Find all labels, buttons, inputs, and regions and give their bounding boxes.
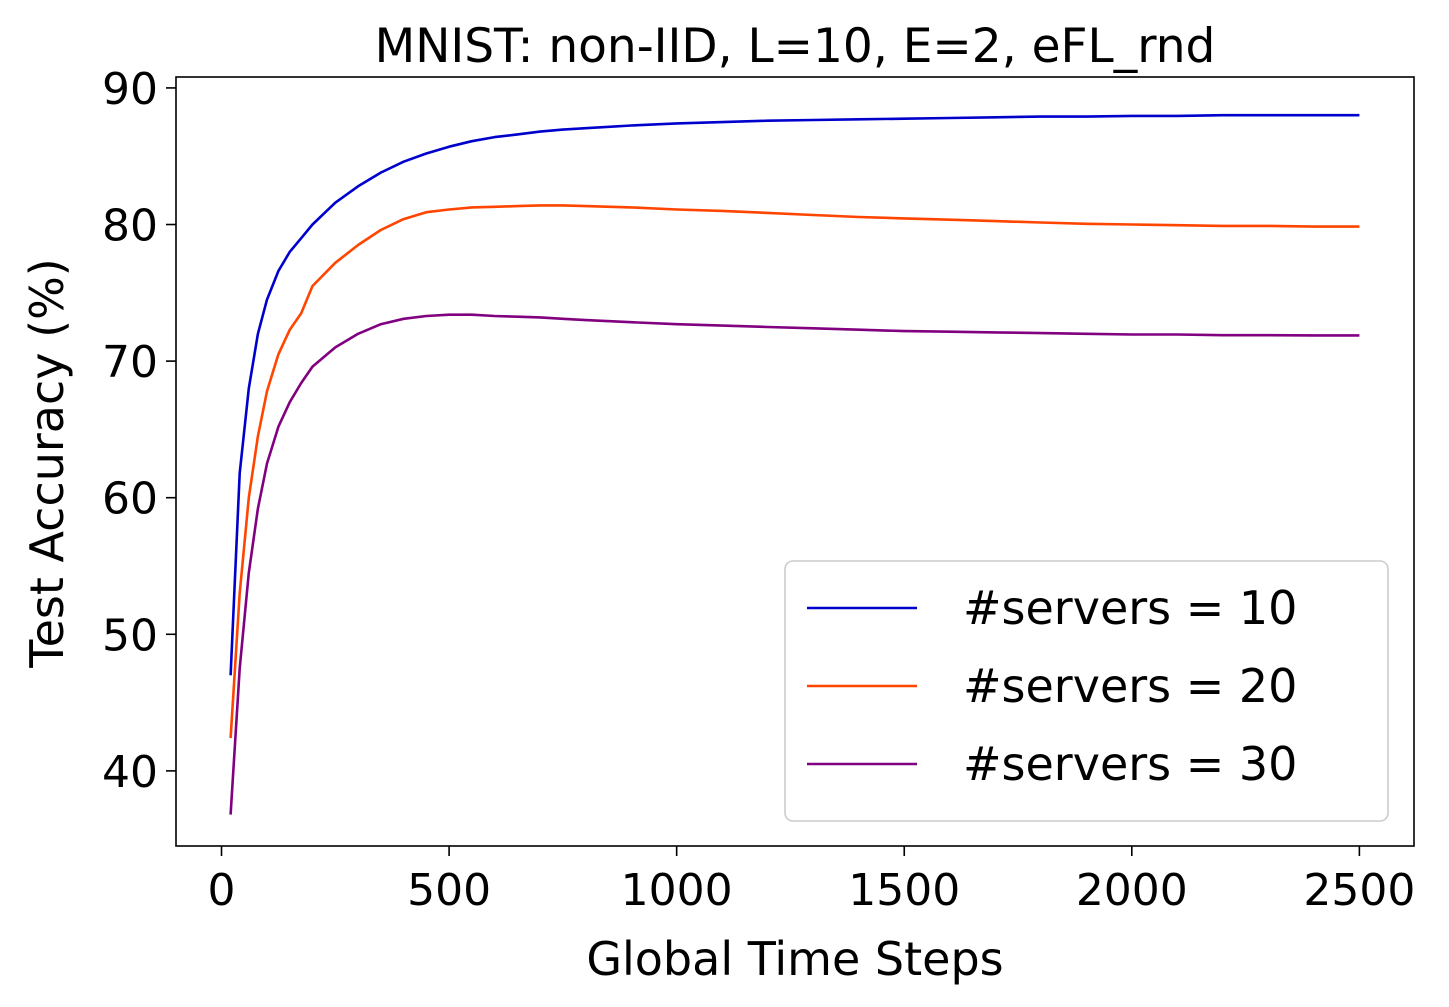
legend-box — [784, 560, 1389, 822]
plot-frame — [175, 76, 1415, 847]
x-tick-label: 500 — [407, 865, 491, 916]
x-tick-label: 0 — [208, 865, 236, 916]
y-axis-title: Test Accuracy (%) — [20, 258, 74, 668]
legend: #servers = 10 #servers = 20 #servers = 30 — [784, 560, 1389, 822]
y-tick-label: 70 — [102, 337, 158, 388]
legend-label-2: #servers = 20 — [963, 659, 1297, 713]
series-line-2 — [229, 204, 1360, 739]
y-tick-label: 50 — [102, 610, 158, 661]
y-tick-label: 40 — [102, 747, 158, 798]
y-tick-label: 60 — [102, 474, 158, 525]
chart-title: MNIST: non-IID, L=10, E=2, eFL_rnd — [375, 19, 1216, 74]
y-tick-label: 80 — [102, 201, 158, 252]
legend-label-1: #servers = 10 — [963, 581, 1297, 635]
x-axis-title: Global Time Steps — [586, 932, 1003, 986]
series-line-3 — [229, 313, 1360, 815]
series-line-1 — [229, 113, 1360, 676]
axes: 0 500 1000 1500 2000 2500 40 50 60 70 80 90 — [102, 64, 1415, 916]
x-tick-label: 2000 — [1076, 865, 1188, 916]
legend-label-3: #servers = 30 — [963, 737, 1297, 791]
x-tick-label: 1000 — [621, 865, 733, 916]
y-tick-label: 90 — [102, 64, 158, 115]
plot-area — [229, 113, 1360, 815]
x-tick-label: 2500 — [1303, 865, 1415, 916]
x-tick-label: 1500 — [848, 865, 960, 916]
